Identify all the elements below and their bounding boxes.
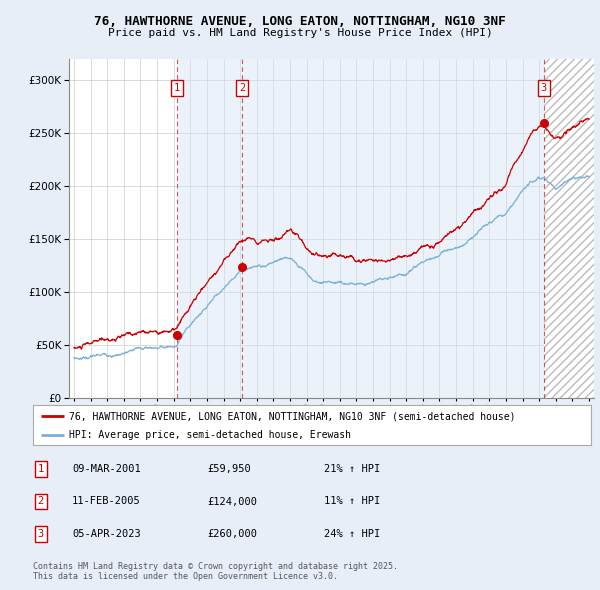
Text: 2: 2 [239,83,245,93]
Text: 11-FEB-2005: 11-FEB-2005 [72,497,141,506]
Text: 2: 2 [38,497,44,506]
Text: Price paid vs. HM Land Registry's House Price Index (HPI): Price paid vs. HM Land Registry's House … [107,28,493,38]
Text: 05-APR-2023: 05-APR-2023 [72,529,141,539]
Text: £59,950: £59,950 [207,464,251,474]
Bar [544,59,598,398]
Bar [242,59,544,398]
Text: 09-MAR-2001: 09-MAR-2001 [72,464,141,474]
Bar [544,59,598,398]
Text: 21% ↑ HPI: 21% ↑ HPI [324,464,380,474]
Text: 1: 1 [173,83,180,93]
Text: 11% ↑ HPI: 11% ↑ HPI [324,497,380,506]
Bar [176,59,242,398]
Text: Contains HM Land Registry data © Crown copyright and database right 2025.
This d: Contains HM Land Registry data © Crown c… [33,562,398,581]
Text: 76, HAWTHORNE AVENUE, LONG EATON, NOTTINGHAM, NG10 3NF (semi-detached house): 76, HAWTHORNE AVENUE, LONG EATON, NOTTIN… [69,411,516,421]
Text: HPI: Average price, semi-detached house, Erewash: HPI: Average price, semi-detached house,… [69,430,351,440]
Text: 76, HAWTHORNE AVENUE, LONG EATON, NOTTINGHAM, NG10 3NF: 76, HAWTHORNE AVENUE, LONG EATON, NOTTIN… [94,15,506,28]
Bar [544,59,598,398]
Text: 1: 1 [38,464,44,474]
Text: 3: 3 [541,83,547,93]
Text: £260,000: £260,000 [207,529,257,539]
Text: 24% ↑ HPI: 24% ↑ HPI [324,529,380,539]
Text: £124,000: £124,000 [207,497,257,506]
Text: 3: 3 [38,529,44,539]
